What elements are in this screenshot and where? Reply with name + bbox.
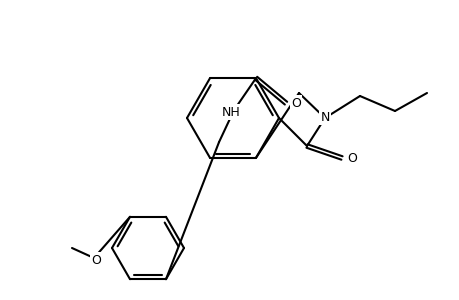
Text: NH: NH — [221, 106, 240, 119]
Text: O: O — [291, 97, 300, 110]
Text: N: N — [319, 110, 329, 124]
Text: O: O — [91, 254, 101, 266]
Text: O: O — [346, 152, 356, 164]
